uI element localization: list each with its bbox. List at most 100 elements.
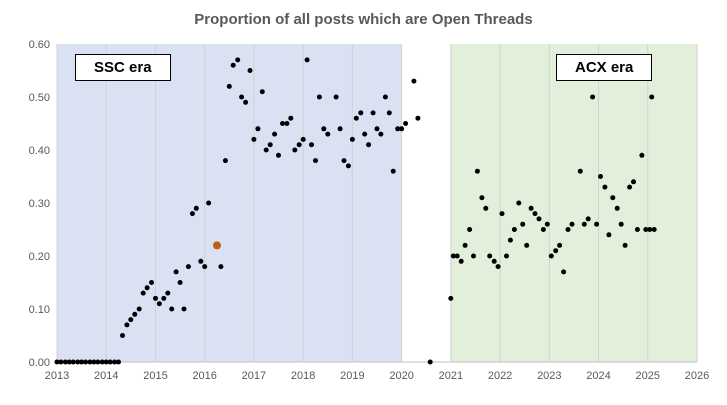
open-thread-proportion-point bbox=[239, 94, 245, 100]
y-tick-label: 0.00 bbox=[29, 357, 50, 369]
open-thread-proportion-point bbox=[651, 227, 657, 232]
open-thread-proportion-point bbox=[585, 216, 591, 222]
open-thread-proportion-point bbox=[247, 68, 253, 73]
open-thread-proportion-point bbox=[288, 115, 294, 121]
open-thread-proportion-point bbox=[95, 359, 101, 365]
open-thread-proportion-point bbox=[156, 301, 162, 307]
x-tick-label: 2013 bbox=[45, 370, 69, 382]
x-tick-label: 2016 bbox=[192, 370, 216, 382]
x-tick-label: 2024 bbox=[586, 370, 610, 382]
open-thread-proportion-point bbox=[230, 62, 236, 68]
open-thread-proportion-point bbox=[374, 126, 380, 132]
x-tick-label: 2019 bbox=[340, 370, 364, 382]
open-thread-proportion-point bbox=[548, 253, 554, 259]
open-thread-proportion-point bbox=[411, 78, 417, 84]
y-tick-label: 0.50 bbox=[29, 92, 50, 104]
open-thread-proportion-point bbox=[263, 147, 269, 153]
open-thread-proportion-point bbox=[91, 359, 97, 365]
open-thread-proportion-point bbox=[474, 168, 480, 174]
open-thread-proportion-point bbox=[448, 295, 454, 301]
open-thread-proportion-point bbox=[313, 158, 318, 164]
x-tick-label: 2017 bbox=[242, 370, 266, 382]
open-thread-proportion-point bbox=[483, 205, 489, 211]
open-thread-proportion-point bbox=[639, 152, 645, 158]
y-tick-label: 0.40 bbox=[29, 145, 50, 157]
open-thread-proportion-point bbox=[536, 216, 542, 222]
open-thread-proportion-point bbox=[304, 57, 310, 63]
open-thread-proportion-point bbox=[631, 179, 636, 185]
open-thread-proportion-point bbox=[309, 142, 314, 148]
open-thread-proportion-point bbox=[66, 359, 72, 365]
open-thread-proportion-point bbox=[87, 359, 93, 365]
open-thread-proportion-point bbox=[124, 322, 130, 328]
open-thread-proportion-point bbox=[321, 126, 327, 132]
x-tick-label: 2015 bbox=[143, 370, 167, 382]
x-tick-label: 2021 bbox=[439, 370, 463, 382]
open-thread-proportion-point bbox=[467, 227, 473, 232]
open-thread-proportion-point bbox=[70, 359, 76, 365]
open-thread-proportion-point bbox=[337, 126, 343, 132]
open-thread-proportion-point bbox=[495, 264, 501, 270]
open-thread-proportion-point bbox=[403, 121, 409, 126]
open-thread-proportion-point bbox=[634, 227, 640, 232]
open-thread-proportion-point bbox=[532, 211, 538, 217]
open-thread-proportion-point bbox=[382, 94, 388, 100]
open-thread-proportion-point bbox=[479, 195, 485, 201]
open-thread-proportion-point bbox=[193, 205, 199, 211]
open-thread-proportion-point bbox=[316, 94, 322, 100]
open-thread-proportion-point bbox=[366, 142, 372, 148]
x-tick-label: 2018 bbox=[291, 370, 315, 382]
open-thread-proportion-point bbox=[300, 136, 306, 142]
open-thread-proportion-point bbox=[276, 152, 281, 158]
open-thread-proportion-point bbox=[251, 136, 257, 142]
era-region-2 bbox=[450, 44, 697, 362]
y-tick-label: 0.60 bbox=[29, 39, 50, 51]
open-thread-proportion-point bbox=[569, 221, 575, 227]
x-tick-label: 2022 bbox=[488, 370, 512, 382]
open-thread-proportion-point bbox=[58, 359, 64, 365]
open-thread-proportion-point bbox=[284, 121, 290, 126]
open-thread-proportion-point bbox=[99, 359, 105, 365]
open-thread-proportion-point bbox=[528, 205, 534, 211]
open-thread-proportion-point bbox=[358, 110, 364, 116]
x-tick-label: 2025 bbox=[636, 370, 660, 382]
open-thread-proportion-point bbox=[333, 94, 339, 100]
open-thread-proportion-point bbox=[594, 221, 600, 227]
open-thread-proportion-point bbox=[54, 359, 60, 365]
era-region-1 bbox=[57, 44, 402, 362]
open-thread-proportion-point bbox=[149, 280, 154, 285]
open-thread-proportion-point bbox=[427, 359, 433, 365]
open-thread-proportion-point bbox=[590, 94, 596, 100]
open-thread-proportion-point bbox=[341, 158, 347, 164]
open-thread-proportion-point bbox=[399, 126, 405, 132]
open-thread-proportion-point bbox=[362, 131, 368, 137]
open-thread-proportion-point bbox=[107, 359, 113, 365]
open-thread-proportion-point bbox=[83, 359, 89, 365]
open-thread-proportion-point bbox=[649, 94, 655, 100]
open-thread-proportion-point bbox=[75, 359, 81, 365]
open-thread-proportion-point bbox=[272, 131, 278, 137]
open-thread-proportion-point bbox=[553, 248, 559, 254]
open-thread-proportion-point bbox=[296, 142, 302, 148]
open-thread-proportion-point bbox=[292, 147, 298, 153]
open-thread-proportion-point bbox=[173, 269, 179, 275]
open-thread-proportion-point bbox=[103, 359, 109, 365]
open-thread-proportion-point bbox=[511, 227, 517, 232]
open-thread-proportion-point bbox=[325, 131, 331, 137]
open-thread-proportion-point bbox=[544, 221, 550, 227]
open-thread-proportion-point bbox=[516, 200, 522, 206]
open-thread-proportion-point bbox=[507, 237, 513, 243]
open-thread-proportion-point bbox=[136, 306, 142, 312]
open-thread-proportion-point bbox=[386, 110, 392, 116]
open-thread-proportion-point bbox=[206, 200, 212, 206]
open-thread-proportion-point bbox=[454, 253, 460, 259]
open-thread-proportion-point bbox=[491, 258, 497, 264]
open-thread-proportion-point bbox=[161, 295, 167, 301]
open-thread-proportion-point bbox=[218, 264, 224, 270]
open-thread-proportion-point bbox=[581, 221, 587, 227]
open-thread-proportion-point bbox=[415, 115, 421, 121]
open-thread-proportion-point bbox=[202, 264, 208, 270]
open-thread-proportion-point bbox=[116, 359, 121, 365]
highlighted-point bbox=[213, 241, 221, 250]
